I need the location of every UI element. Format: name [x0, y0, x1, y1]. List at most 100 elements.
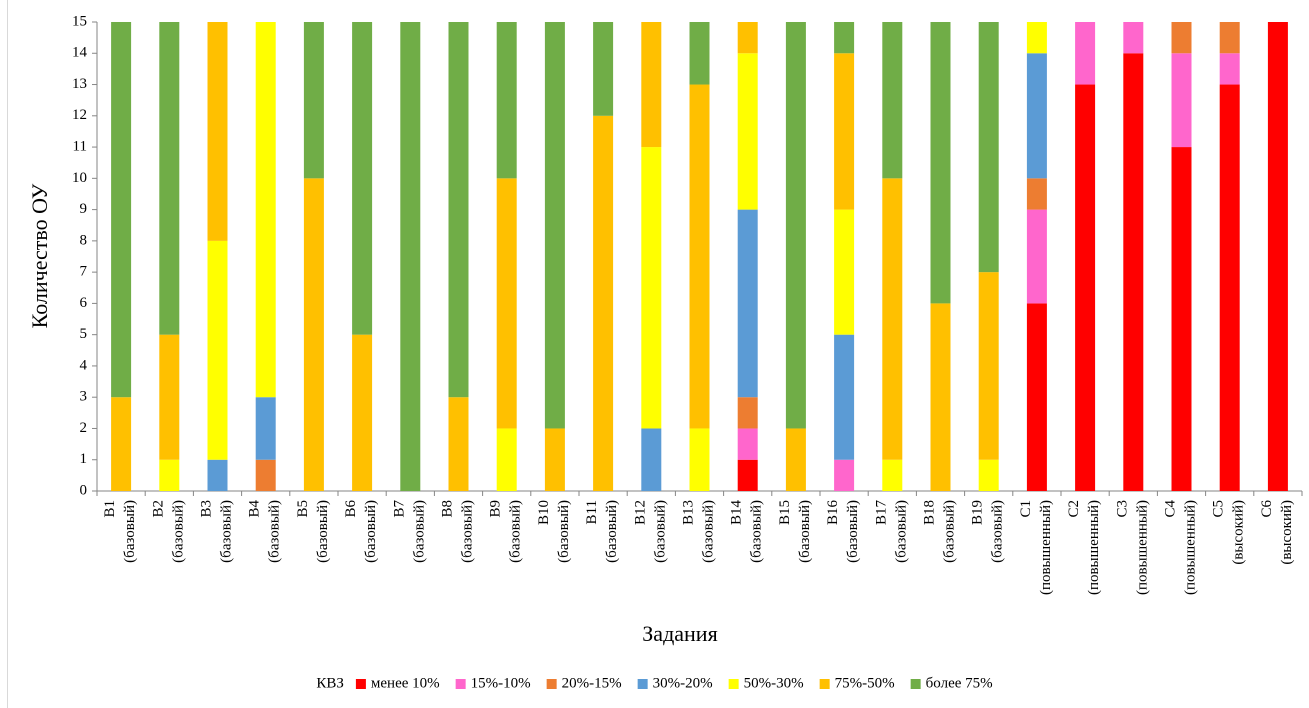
legend-label: 75%-50% — [835, 675, 895, 691]
bar-segment — [255, 459, 276, 491]
legend-swatch — [637, 679, 648, 689]
x-tick-label: В8 (базовый) — [440, 500, 476, 563]
x-tick-label: В9 (базовый) — [488, 500, 524, 563]
bar-segment — [593, 22, 614, 116]
bar-segment — [834, 53, 855, 210]
y-tick-label: 7 — [80, 264, 88, 280]
legend-label: более 75% — [926, 675, 993, 691]
bar-segment — [544, 428, 565, 491]
y-tick-label: 4 — [80, 357, 88, 373]
x-tick-label: С6 (высокий) — [1259, 500, 1295, 565]
bar-segment — [978, 459, 999, 491]
bar-segment — [737, 209, 758, 398]
y-tick-label: 14 — [72, 45, 88, 61]
legend-title: КВЗ — [316, 675, 344, 691]
bar-segment — [689, 22, 710, 85]
bar-segment — [737, 459, 758, 491]
bar-segment — [882, 178, 903, 460]
legend-label: 50%-30% — [744, 675, 804, 691]
bar-segment — [496, 22, 517, 179]
bar-segment — [303, 178, 324, 492]
x-tick-label: В10 (базовый) — [536, 500, 572, 563]
x-tick-label: С1 (повышенный) — [1018, 500, 1054, 595]
y-tick-label: 12 — [72, 107, 87, 123]
bar-segment — [1026, 303, 1047, 491]
bar-segment — [111, 22, 132, 398]
bar-segment — [352, 22, 373, 335]
legend-swatch — [355, 679, 366, 689]
x-tick-label: В14 (базовый) — [729, 500, 765, 563]
y-axis-label: Количество ОУ — [27, 183, 52, 328]
bar-segment — [785, 22, 806, 429]
bar-segment — [207, 240, 228, 460]
bar-segment — [1075, 22, 1096, 85]
x-tick-label: В3 (базовый) — [199, 500, 235, 563]
bar-segment — [737, 397, 758, 429]
bar-segment — [882, 459, 903, 491]
x-tick-label: В1 (базовый) — [103, 500, 139, 563]
bar-segment — [1171, 147, 1192, 492]
bar-segment — [255, 22, 276, 398]
x-tick-label: В11 (базовый) — [585, 500, 621, 563]
y-tick-label: 5 — [80, 326, 88, 342]
bar-segment — [159, 334, 180, 460]
legend-swatch — [910, 679, 921, 689]
x-tick-label: В7 (базовый) — [392, 500, 428, 563]
y-tick-label: 3 — [80, 389, 88, 405]
legend-label: 15%-10% — [471, 675, 531, 691]
bar-segment — [834, 22, 855, 54]
bar-segment — [400, 22, 421, 491]
bar-segment — [1026, 22, 1047, 54]
bar-segment — [111, 397, 132, 491]
bar-segment — [207, 459, 228, 491]
bar-segment — [834, 334, 855, 460]
bar-segment — [159, 22, 180, 335]
bar-segment — [930, 303, 951, 491]
bar-segment — [641, 22, 662, 148]
x-tick-label: В5 (базовый) — [295, 500, 331, 563]
bar-segment — [496, 428, 517, 491]
y-tick-label: 10 — [72, 170, 87, 186]
y-tick-label: 8 — [80, 232, 88, 248]
legend-label: менее 10% — [371, 675, 440, 691]
bar-segment — [1267, 22, 1288, 491]
bar-segment — [448, 397, 469, 491]
bar-segment — [930, 22, 951, 304]
bar-segment — [448, 22, 469, 398]
bar-segment — [737, 22, 758, 54]
bar-segment — [1123, 22, 1144, 54]
x-axis-label: Задания — [642, 621, 717, 646]
bar-segment — [689, 428, 710, 491]
legend-swatch — [546, 679, 557, 689]
x-tick-label: В4 (базовый) — [247, 500, 283, 563]
x-tick-label: В13 (базовый) — [681, 500, 717, 563]
x-tick-label: С2 (повышенный) — [1067, 500, 1103, 595]
legend-swatch — [819, 679, 830, 689]
bar-segment — [834, 459, 855, 491]
bar-segment — [1171, 22, 1192, 54]
y-tick-label: 13 — [72, 76, 87, 92]
bar-segment — [737, 428, 758, 460]
x-tick-label: В18 (базовый) — [922, 500, 958, 563]
y-tick-label: 2 — [80, 420, 88, 436]
bar-segment — [641, 147, 662, 429]
bar-segment — [978, 272, 999, 460]
x-tick-label: В2 (базовый) — [151, 500, 187, 563]
bar-segment — [882, 22, 903, 179]
x-tick-label: В17 (базовый) — [874, 500, 910, 563]
x-tick-label: С3 (повышенный) — [1115, 500, 1151, 595]
x-tick-label: В16 (базовый) — [826, 500, 862, 563]
bar-segment — [352, 334, 373, 491]
legend-swatch — [455, 679, 466, 689]
bar-segment — [641, 428, 662, 491]
bar-segment — [303, 22, 324, 179]
y-tick-label: 0 — [80, 482, 88, 498]
bar-segment — [1026, 178, 1047, 210]
bar-segment — [1026, 53, 1047, 179]
bar-segment — [496, 178, 517, 429]
legend: КВЗ менее 10% 15%-10% 20%-15% 30%-20% 50%-30%… — [316, 675, 992, 691]
bar-segment — [255, 397, 276, 460]
y-tick-label: 11 — [73, 139, 87, 155]
legend-swatch — [728, 679, 739, 689]
